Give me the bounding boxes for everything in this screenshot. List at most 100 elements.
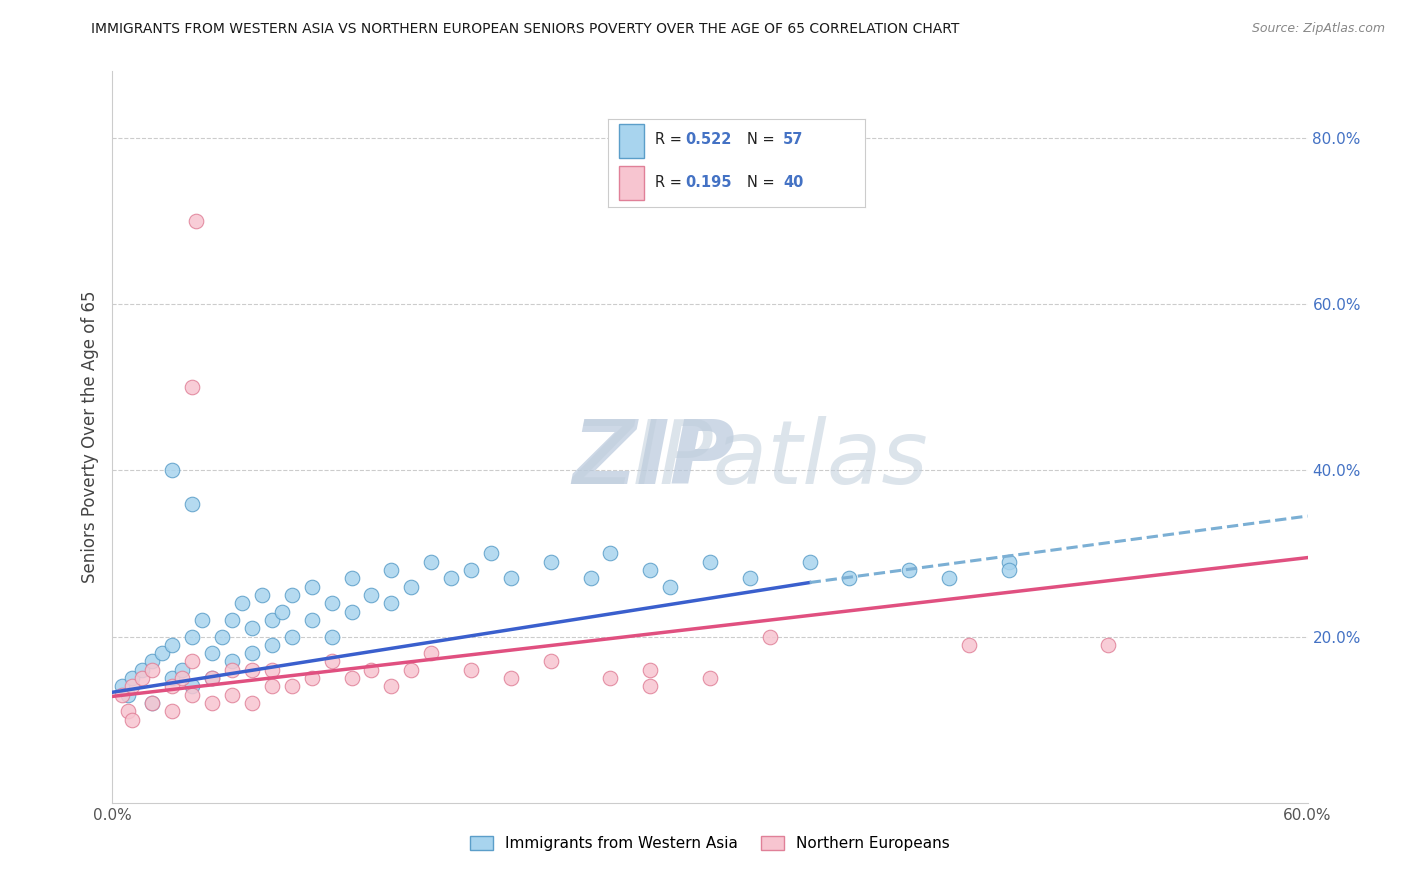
- Point: [460, 563, 482, 577]
- Point: [201, 671, 224, 685]
- Point: [380, 563, 402, 577]
- Point: [301, 613, 323, 627]
- Text: Source: ZipAtlas.com: Source: ZipAtlas.com: [1251, 22, 1385, 36]
- Point: [111, 680, 134, 694]
- Point: [191, 613, 214, 627]
- Point: [186, 214, 208, 228]
- Point: [401, 580, 423, 594]
- Point: [599, 546, 621, 560]
- Point: [181, 655, 204, 669]
- Point: [162, 705, 183, 719]
- Text: ZIPatlas: ZIPatlas: [572, 416, 928, 502]
- Point: [738, 571, 761, 585]
- Point: [281, 680, 304, 694]
- Point: [240, 621, 263, 635]
- Point: [260, 663, 283, 677]
- Point: [260, 613, 283, 627]
- Point: [321, 630, 343, 644]
- Point: [440, 571, 463, 585]
- Point: [301, 580, 323, 594]
- Point: [281, 630, 304, 644]
- Point: [579, 571, 602, 585]
- Point: [540, 655, 562, 669]
- Point: [121, 713, 143, 727]
- Point: [231, 596, 253, 610]
- Point: [599, 671, 621, 685]
- Point: [640, 563, 662, 577]
- Point: [260, 680, 283, 694]
- Point: [181, 497, 204, 511]
- Point: [998, 555, 1021, 569]
- Point: [201, 671, 224, 685]
- Point: [401, 663, 423, 677]
- Point: [141, 696, 163, 710]
- Point: [898, 563, 921, 577]
- Point: [240, 646, 263, 660]
- Point: [799, 555, 821, 569]
- Point: [360, 663, 382, 677]
- Point: [380, 680, 402, 694]
- Point: [221, 613, 243, 627]
- Point: [162, 638, 183, 652]
- Point: [117, 688, 139, 702]
- Point: [998, 563, 1021, 577]
- Point: [380, 596, 402, 610]
- Point: [141, 663, 163, 677]
- Point: [957, 638, 980, 652]
- Point: [172, 671, 194, 685]
- Point: [181, 380, 204, 394]
- Point: [162, 680, 183, 694]
- Point: [131, 671, 153, 685]
- Point: [420, 646, 443, 660]
- Point: [460, 663, 482, 677]
- Point: [301, 671, 323, 685]
- Point: [340, 671, 363, 685]
- Point: [162, 463, 183, 477]
- Point: [141, 655, 163, 669]
- Point: [759, 630, 782, 644]
- Point: [201, 696, 224, 710]
- Y-axis label: Seniors Poverty Over the Age of 65: Seniors Poverty Over the Age of 65: [80, 291, 98, 583]
- Point: [131, 663, 153, 677]
- Point: [250, 588, 273, 602]
- Point: [211, 630, 233, 644]
- Point: [121, 671, 143, 685]
- Point: [181, 688, 204, 702]
- Point: [141, 696, 163, 710]
- Point: [121, 680, 143, 694]
- Text: ZIP: ZIP: [572, 416, 735, 502]
- Point: [540, 555, 562, 569]
- Point: [221, 655, 243, 669]
- Point: [360, 588, 382, 602]
- Point: [281, 588, 304, 602]
- Legend: Immigrants from Western Asia, Northern Europeans: Immigrants from Western Asia, Northern E…: [464, 830, 956, 857]
- Point: [111, 688, 134, 702]
- Point: [181, 630, 204, 644]
- Point: [499, 571, 522, 585]
- Point: [938, 571, 960, 585]
- Point: [260, 638, 283, 652]
- Point: [201, 646, 224, 660]
- Text: IMMIGRANTS FROM WESTERN ASIA VS NORTHERN EUROPEAN SENIORS POVERTY OVER THE AGE O: IMMIGRANTS FROM WESTERN ASIA VS NORTHERN…: [91, 22, 960, 37]
- Point: [640, 663, 662, 677]
- Point: [162, 671, 183, 685]
- Point: [1097, 638, 1119, 652]
- Point: [659, 580, 682, 594]
- Point: [699, 671, 721, 685]
- Point: [181, 680, 204, 694]
- Point: [150, 646, 173, 660]
- Point: [240, 696, 263, 710]
- Point: [838, 571, 860, 585]
- Point: [117, 705, 139, 719]
- Point: [640, 680, 662, 694]
- Point: [221, 663, 243, 677]
- Point: [420, 555, 443, 569]
- Point: [699, 555, 721, 569]
- Point: [270, 605, 292, 619]
- Point: [321, 655, 343, 669]
- Point: [340, 571, 363, 585]
- Point: [479, 546, 502, 560]
- Point: [240, 663, 263, 677]
- Point: [340, 605, 363, 619]
- Point: [321, 596, 343, 610]
